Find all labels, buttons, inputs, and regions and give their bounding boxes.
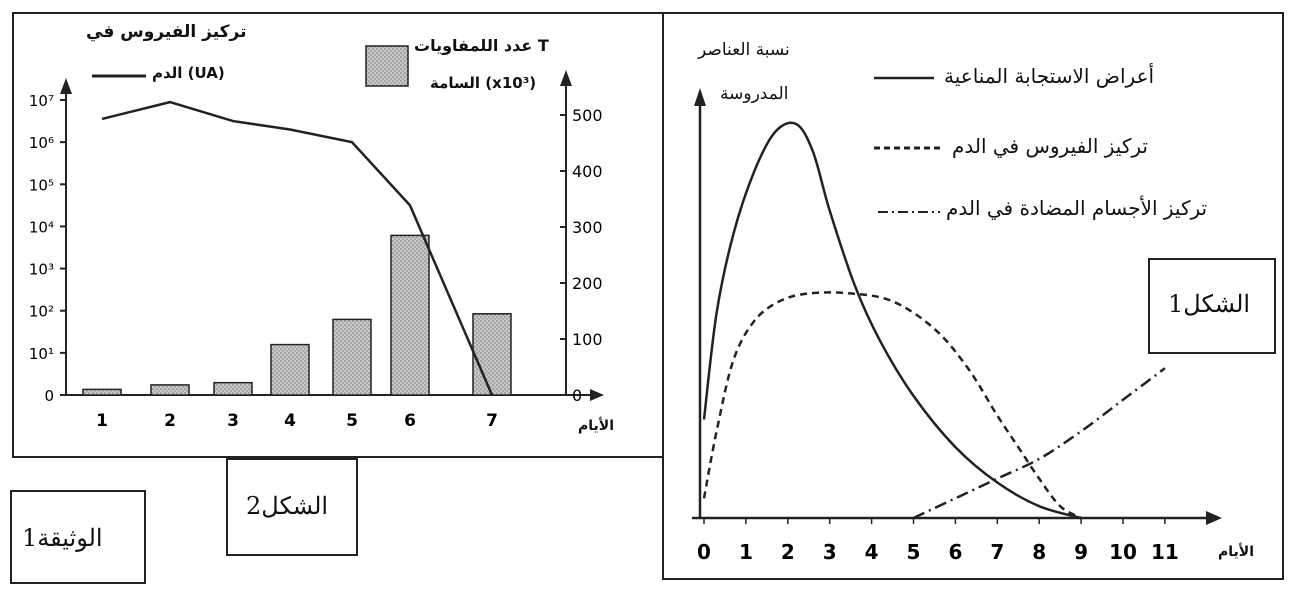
fig2-x-tick-label: 1 — [96, 411, 108, 431]
fig1-y-axis-label-2: المدروسة — [720, 84, 789, 104]
fig1-x-tick-label: 10 — [1109, 540, 1137, 564]
document-label: الوثيقة1 — [22, 524, 103, 552]
fig2-right-tick-label: 0 — [572, 386, 582, 405]
fig1-x-tick-label: 11 — [1151, 540, 1179, 564]
fig2-bar — [332, 318, 372, 396]
fig2-left-axis-label-1: تركيز الفيروس في — [86, 22, 247, 42]
fig2-x-axis-arrow — [590, 389, 604, 401]
fig1-x-tick-label: 3 — [823, 540, 837, 564]
fig2-right-axis-arrow — [560, 70, 572, 86]
fig2-left-tick-label: 0 — [44, 387, 54, 405]
fig2-x-tick-label: 6 — [404, 411, 416, 431]
fig1-y-axis-label-1: نسبة العناصر — [698, 40, 790, 60]
fig2-virus-line — [101, 100, 494, 396]
fig2-right-axis-label-2: السامة (x10³) — [430, 74, 537, 92]
fig2-left-axis-label-2: الدم (UA) — [152, 64, 225, 82]
fig2-right-tick-label: 300 — [572, 218, 603, 237]
legend-immune-label: أعراض الاستجابة المناعية — [944, 64, 1155, 88]
fig2-bar — [390, 234, 430, 396]
fig2-x-tick-label: 4 — [284, 411, 296, 431]
fig1-y-axis-arrow — [694, 88, 706, 106]
fig1-x-tick-label: 0 — [697, 540, 711, 564]
fig2-bar — [150, 384, 190, 396]
fig2-right-axis-label-1: عدد اللمفاويات T — [414, 36, 549, 55]
legend-antibody-label: تركيز الأجسام المضادة في الدم — [946, 196, 1208, 220]
fig1-x-tick-label: 8 — [1032, 540, 1046, 564]
fig2-left-tick-label: 10² — [29, 303, 54, 321]
fig2-bar — [213, 381, 253, 396]
fig1-x-axis-arrow — [1206, 511, 1222, 525]
fig1-x-tick-label: 2 — [781, 540, 795, 564]
fig1-x-tick-label: 5 — [907, 540, 921, 564]
fig1-x-tick-label: 9 — [1074, 540, 1088, 564]
fig1-x-tick-label: 4 — [865, 540, 879, 564]
fig2-x-axis-label: الأيام — [578, 418, 614, 434]
figure1-label-box — [1148, 258, 1276, 354]
fig2-x-tick-label: 2 — [164, 411, 176, 431]
legend-virus-label: تركيز الفيروس في الدم — [952, 134, 1148, 158]
fig1-x-tick-label: 6 — [948, 540, 962, 564]
fig1-x-axis-label: الأيام — [1218, 544, 1254, 560]
document-label-box — [10, 490, 146, 584]
fig2-left-tick-label: 10¹ — [29, 345, 54, 363]
fig1-series-solid — [702, 121, 1082, 520]
fig2-legend-bar-sample — [365, 45, 409, 87]
fig2-bar — [270, 343, 310, 396]
figure2-label-box — [226, 458, 358, 556]
fig2-right-tick-label: 400 — [572, 162, 603, 181]
fig1-x-tick-label: 7 — [990, 540, 1004, 564]
fig1-series-dashed — [702, 291, 1082, 520]
fig2-left-tick-label: 10⁵ — [29, 176, 54, 194]
fig2-left-tick-label: 10³ — [29, 261, 54, 279]
fig2-left-tick-label: 10⁶ — [29, 134, 54, 152]
fig2-x-tick-label: 7 — [486, 411, 498, 431]
fig2-left-tick-label: 10⁴ — [29, 218, 54, 236]
fig2-bar — [82, 388, 122, 396]
fig1-x-tick-label: 1 — [739, 540, 753, 564]
fig2-right-tick-label: 200 — [572, 274, 603, 293]
fig2-right-tick-label: 100 — [572, 330, 603, 349]
fig2-right-tick-label: 500 — [572, 106, 603, 125]
fig1-series-dash-dot — [912, 367, 1166, 520]
fig2-x-tick-label: 3 — [227, 411, 239, 431]
fig2-left-axis-arrow — [60, 78, 72, 94]
figure2-label: الشكل2 — [246, 492, 329, 520]
fig2-x-tick-label: 5 — [346, 411, 358, 431]
fig2-bar — [472, 313, 512, 396]
fig2-left-tick-label: 10⁷ — [29, 92, 54, 110]
figure1-label: الشكل1 — [1168, 290, 1251, 318]
